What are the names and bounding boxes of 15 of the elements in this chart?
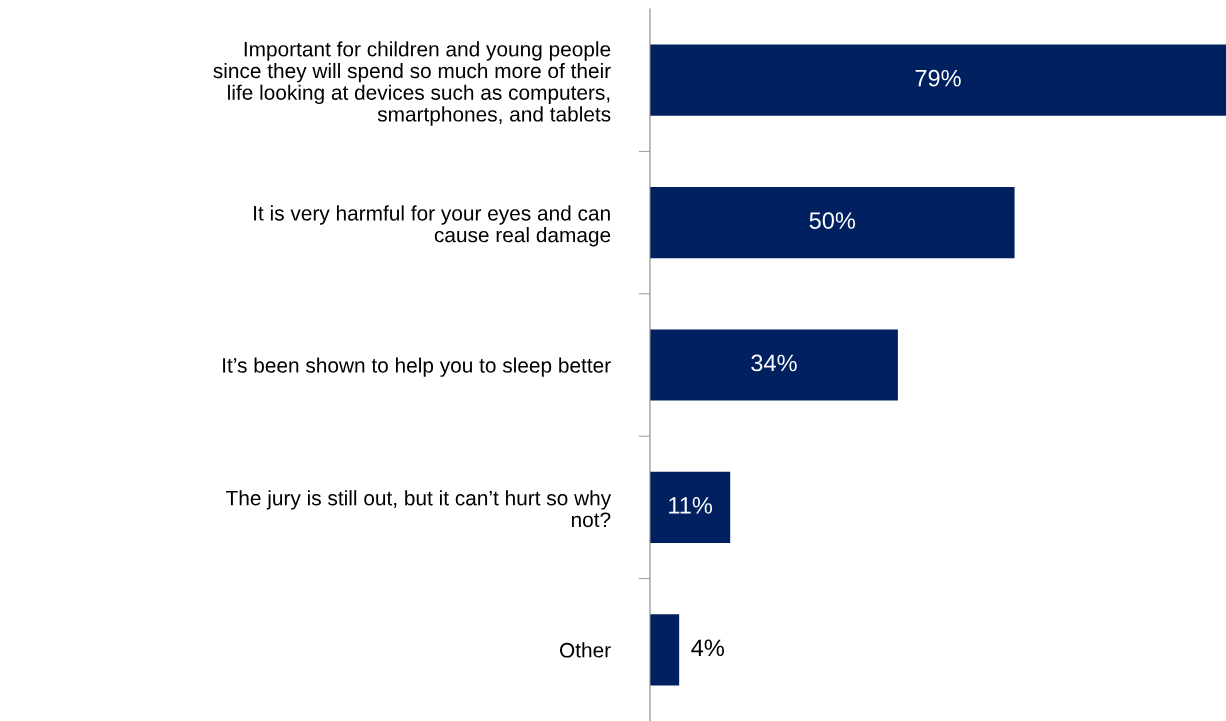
- data-label: 34%: [751, 354, 797, 372]
- y-tick-label: Other: [560, 642, 611, 658]
- bar: [650, 329, 898, 401]
- y-tick-label: It’s been shown to help you to sleep better: [223, 357, 611, 377]
- bar: [650, 44, 1226, 116]
- data-label: 4%: [691, 639, 724, 657]
- y-tick-label: The jury is still out, but it can’t hurt so why not?: [226, 490, 612, 528]
- y-tick-label: It is very harmful for your eyes and can cause real damage: [254, 205, 611, 247]
- bar: [650, 614, 680, 686]
- y-tick-label: Important for children and young people since they will spend so much more of their life looking at devices such as computers, smartphones, and tablets: [213, 41, 611, 126]
- bar: [650, 187, 1015, 259]
- data-label: 11%: [669, 497, 713, 514]
- data-label: 79%: [915, 69, 961, 87]
- bar: [650, 471, 731, 543]
- data-label: 50%: [809, 212, 856, 229]
